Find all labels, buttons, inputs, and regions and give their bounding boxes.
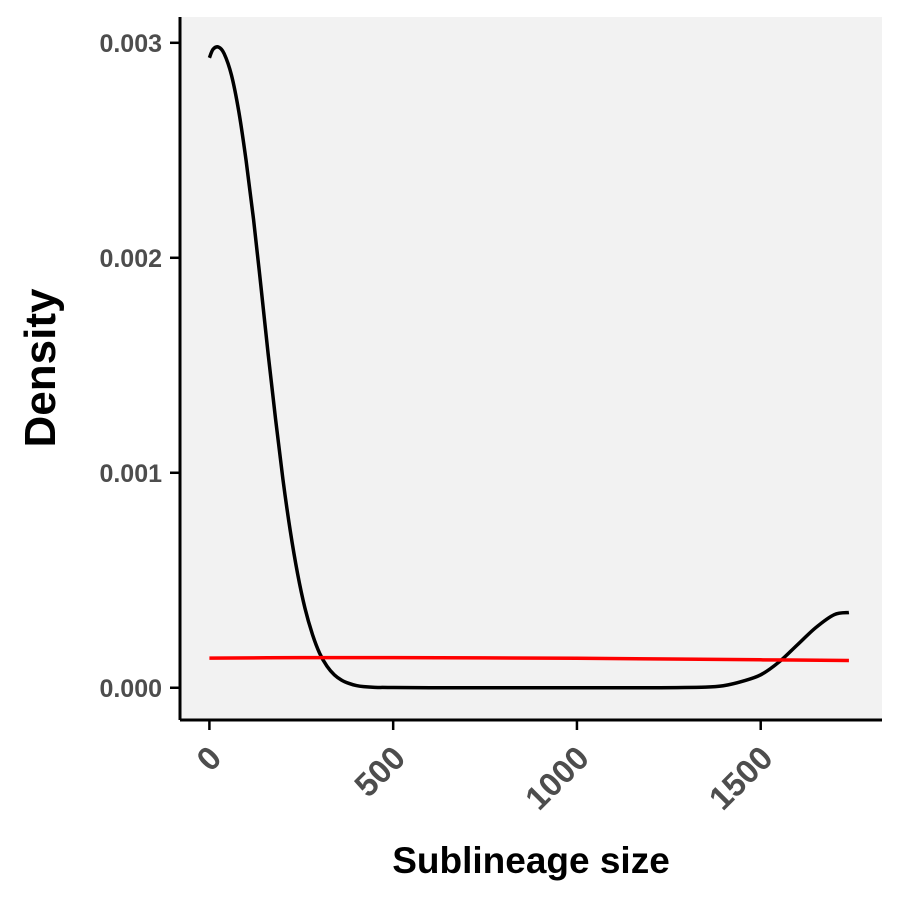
y-tick-label: 0.000: [99, 675, 162, 703]
series-line-0: [207, 45, 850, 690]
x-tick-label: 1000: [518, 739, 596, 817]
y-axis-title: Density: [16, 288, 65, 447]
y-axis-ticks: 0.000 0.001 0.002 0.003: [99, 30, 180, 703]
y-tick-label: 0.001: [99, 460, 162, 488]
x-tick-label: 1500: [702, 739, 780, 817]
plot-background: [180, 17, 882, 720]
y-tick-label: 0.002: [99, 245, 162, 273]
x-tick-label: 500: [347, 739, 412, 804]
x-axis-ticks: 0 500 1000 1500: [189, 720, 780, 817]
series-line-1: [209, 655, 849, 663]
x-axis-title: Sublineage size: [392, 840, 670, 881]
y-tick-label: 0.003: [99, 30, 162, 58]
series-layer: [207, 45, 850, 690]
x-tick-label: 0: [189, 739, 228, 778]
